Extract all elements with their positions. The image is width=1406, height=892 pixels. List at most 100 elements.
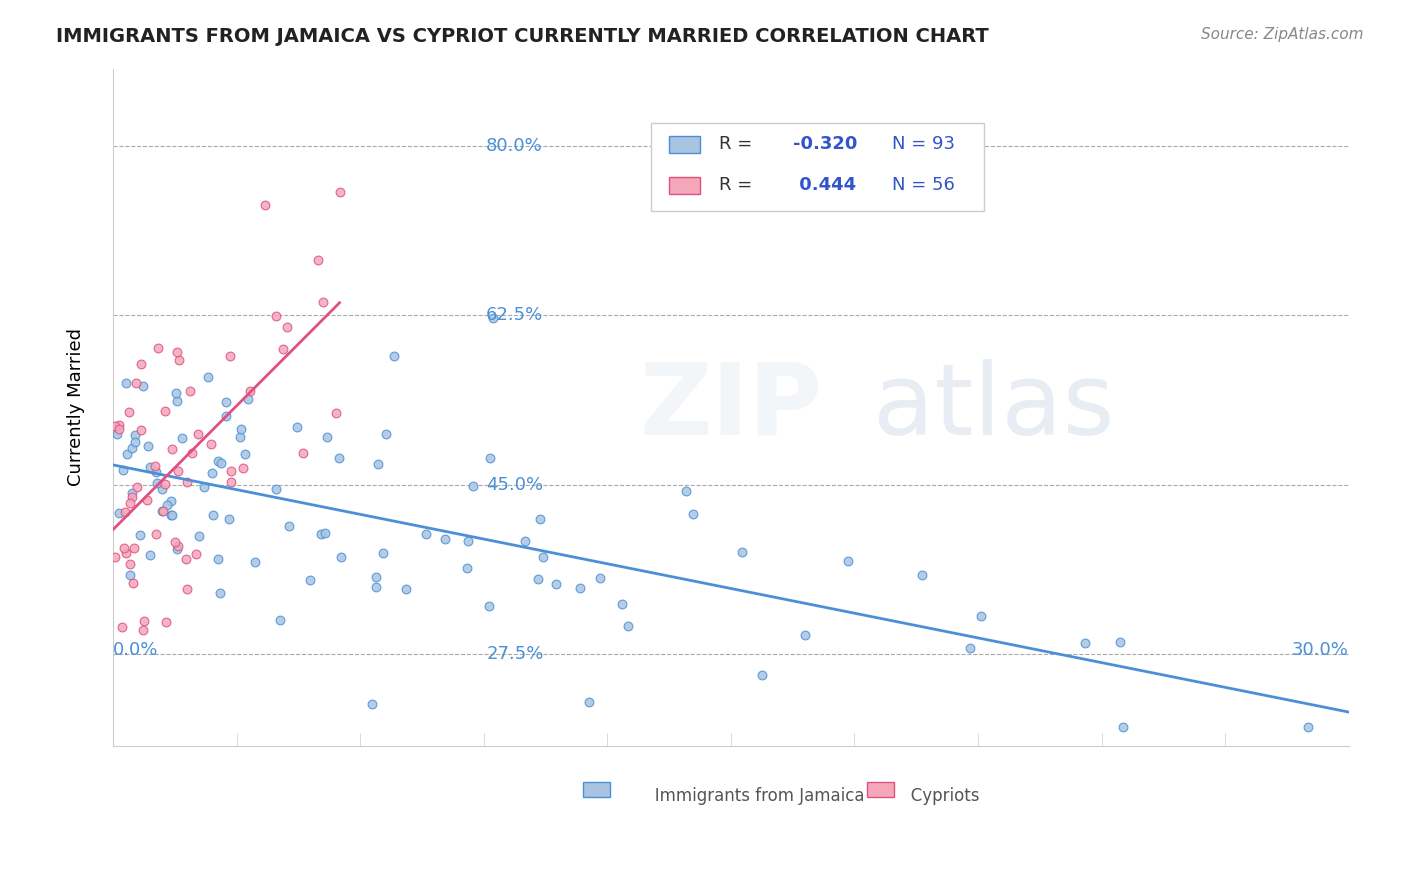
Point: [201, 508, 224, 522]
Point: [731, 545, 754, 559]
Point: [837, 554, 859, 568]
Text: atlas: atlas: [873, 359, 1115, 456]
Point: [1112, 720, 1135, 734]
Text: 62.5%: 62.5%: [486, 307, 543, 325]
Point: [166, 464, 188, 478]
Text: Immigrants from Jamaica: Immigrants from Jamaica: [598, 787, 865, 805]
Point: [527, 573, 550, 587]
Point: [131, 378, 153, 392]
Point: [176, 582, 198, 596]
Text: ZIP: ZIP: [640, 359, 823, 456]
Point: [232, 461, 254, 475]
Point: [529, 512, 551, 526]
Point: [1074, 636, 1097, 650]
Point: [121, 441, 143, 455]
Point: [104, 418, 127, 433]
Point: [239, 384, 262, 399]
Point: [374, 426, 396, 441]
Point: [415, 527, 437, 541]
Text: -0.320: -0.320: [793, 136, 858, 153]
Point: [145, 527, 167, 541]
Point: [794, 628, 817, 642]
Point: [276, 319, 298, 334]
Point: [215, 395, 238, 409]
Point: [145, 465, 167, 479]
Point: [610, 598, 633, 612]
Point: [159, 493, 181, 508]
FancyBboxPatch shape: [669, 136, 700, 153]
Point: [108, 506, 131, 520]
Text: IMMIGRANTS FROM JAMAICA VS CYPRIOT CURRENTLY MARRIED CORRELATION CHART: IMMIGRANTS FROM JAMAICA VS CYPRIOT CURRE…: [56, 27, 988, 45]
Point: [132, 614, 155, 628]
Point: [277, 518, 299, 533]
Point: [751, 668, 773, 682]
Point: [163, 534, 186, 549]
Text: N = 93: N = 93: [891, 136, 955, 153]
Point: [360, 697, 382, 711]
Text: Cypriots: Cypriots: [853, 787, 980, 805]
Point: [146, 341, 169, 355]
Point: [219, 475, 242, 490]
Point: [201, 466, 224, 480]
Point: [153, 477, 176, 491]
Point: [136, 492, 159, 507]
Point: [456, 561, 478, 575]
Text: R =: R =: [718, 136, 758, 153]
Point: [150, 504, 173, 518]
Point: [254, 198, 277, 212]
Point: [138, 439, 160, 453]
Point: [546, 576, 568, 591]
Point: [269, 613, 291, 627]
FancyBboxPatch shape: [651, 123, 984, 211]
Point: [186, 547, 208, 561]
Point: [124, 541, 146, 555]
Point: [394, 582, 416, 596]
Point: [179, 384, 201, 398]
Point: [105, 427, 128, 442]
Point: [578, 695, 600, 709]
Point: [152, 504, 174, 518]
Point: [479, 451, 502, 466]
FancyBboxPatch shape: [868, 782, 894, 797]
Point: [364, 570, 387, 584]
Point: [384, 349, 406, 363]
Point: [167, 352, 190, 367]
Point: [970, 608, 993, 623]
Point: [138, 459, 160, 474]
Point: [531, 549, 554, 564]
Point: [292, 446, 315, 460]
Point: [1296, 720, 1319, 734]
Point: [129, 423, 152, 437]
Text: N = 56: N = 56: [891, 176, 955, 194]
Point: [153, 404, 176, 418]
Point: [330, 550, 353, 565]
Point: [160, 508, 183, 523]
Point: [155, 615, 177, 629]
Point: [325, 406, 347, 420]
Point: [120, 496, 142, 510]
Text: 0.444: 0.444: [793, 176, 856, 194]
Point: [481, 311, 503, 326]
FancyBboxPatch shape: [669, 177, 700, 194]
Point: [166, 394, 188, 409]
Point: [127, 480, 149, 494]
Point: [1109, 634, 1132, 648]
Point: [233, 447, 256, 461]
Point: [314, 525, 336, 540]
Point: [125, 376, 148, 390]
Point: [264, 482, 287, 496]
Point: [156, 498, 179, 512]
Point: [114, 505, 136, 519]
Point: [121, 491, 143, 505]
Point: [209, 586, 232, 600]
Point: [115, 546, 138, 560]
Point: [118, 558, 141, 572]
Point: [218, 512, 240, 526]
Point: [675, 483, 697, 498]
FancyBboxPatch shape: [582, 782, 610, 797]
Point: [569, 581, 592, 595]
Point: [111, 620, 134, 634]
Point: [328, 186, 350, 200]
Point: [229, 421, 252, 435]
Point: [207, 552, 229, 566]
